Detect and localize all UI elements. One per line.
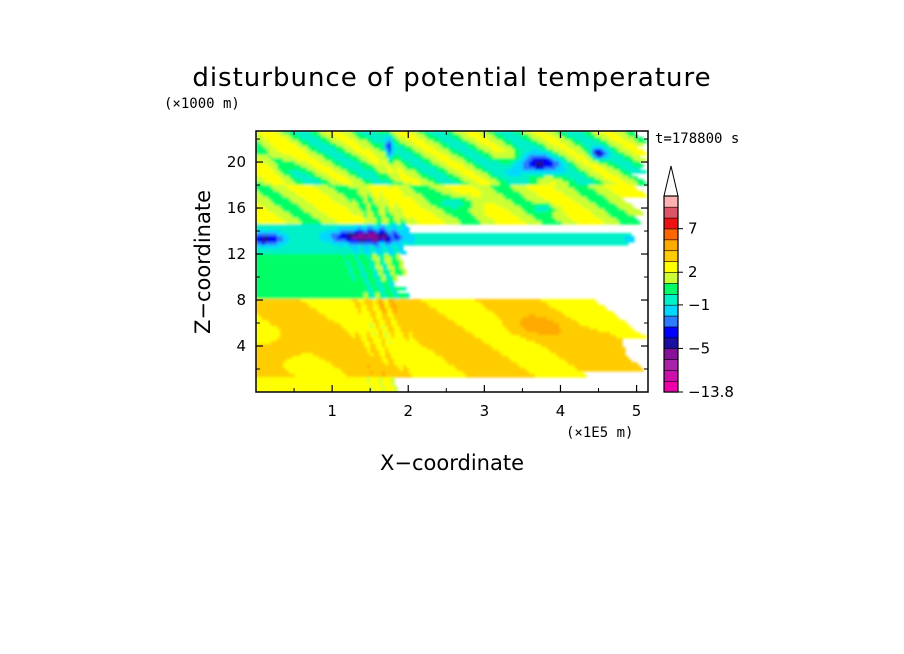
- x-tick-label: 1: [327, 402, 337, 420]
- colorbar-label: 7: [688, 220, 698, 238]
- colorbar-swatch: [663, 206, 679, 219]
- colorbar-swatch: [663, 304, 679, 317]
- colorbar-swatch: [663, 348, 679, 360]
- x-tick-label: 5: [632, 402, 642, 420]
- colorbar-swatch: [663, 217, 679, 230]
- x-tick-label: 2: [403, 402, 413, 420]
- x-tick-label: 3: [480, 402, 490, 420]
- y-tick-label: 16: [227, 199, 246, 217]
- chart-title: disturbunce of potential temperature: [192, 63, 711, 93]
- colorbar-swatch: [663, 228, 679, 241]
- colorbar-swatch: [663, 195, 679, 208]
- colorbar-max-extension: [663, 165, 679, 197]
- colorbar-label: −5: [688, 339, 710, 357]
- y-unit-label: (×1000 m): [164, 96, 240, 112]
- colorbar-swatch: [663, 293, 679, 306]
- y-axis: 4 8 12 16 20: [227, 138, 648, 370]
- colorbar-swatch: [663, 326, 679, 339]
- colorbar-swatch: [663, 315, 679, 328]
- colorbar-swatch: [663, 282, 679, 295]
- colorbar-swatch: [663, 337, 679, 350]
- y-tick-label: 4: [236, 337, 246, 355]
- colorbar-swatch: [663, 380, 679, 393]
- y-axis-label: Z−coordinate: [191, 190, 215, 334]
- y-tick-label: 12: [227, 245, 246, 263]
- y-tick-label: 20: [227, 153, 246, 171]
- colorbar-frame: [663, 195, 679, 393]
- x-axis: 1 2 3 4 5: [293, 131, 642, 420]
- colorbar-swatch: [663, 369, 679, 382]
- x-unit-label: (×1E5 m): [566, 425, 633, 441]
- colorbar-swatch: [663, 239, 679, 252]
- time-label: t=178800 s: [655, 131, 739, 147]
- plot-frame: [255, 130, 649, 393]
- colorbar-label: −1: [688, 296, 710, 314]
- heatmap-field: [256, 131, 647, 392]
- colorbar-swatch: [663, 250, 679, 262]
- y-tick-label: 8: [236, 291, 246, 309]
- x-tick-label: 4: [556, 402, 566, 420]
- colorbar-label: −13.8: [688, 383, 734, 401]
- colorbar-swatch: [663, 261, 679, 273]
- colorbar-label: 2: [688, 263, 698, 281]
- colorbar-swatch: [663, 359, 679, 371]
- colorbar-swatch: [663, 271, 679, 284]
- x-axis-label: X−coordinate: [380, 451, 524, 475]
- colorbar: 7 2 −1 −5 −13.8: [663, 165, 734, 401]
